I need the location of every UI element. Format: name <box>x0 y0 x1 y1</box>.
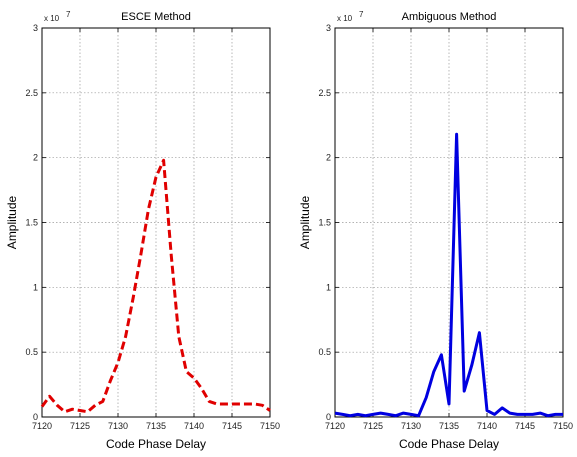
y-tick-label: 2.5 <box>318 88 331 98</box>
x-tick-label: 7135 <box>146 421 166 431</box>
x-tick-label: 7130 <box>401 421 421 431</box>
y-tick-label: 2.5 <box>25 88 38 98</box>
y-exponent-label: x 10 <box>44 14 60 23</box>
y-tick-label: 3 <box>33 23 38 33</box>
y-tick-label: 0.5 <box>25 347 38 357</box>
x-tick-label: 7120 <box>32 421 52 431</box>
x-tick-label: 7145 <box>515 421 535 431</box>
x-tick-label: 7150 <box>260 421 280 431</box>
y-tick-label: 1 <box>326 282 331 292</box>
y-axis-label: Amplitude <box>298 196 312 250</box>
x-tick-label: 7140 <box>477 421 497 431</box>
y-tick-label: 3 <box>326 23 331 33</box>
y-tick-label: 1.5 <box>318 218 331 228</box>
x-tick-label: 7135 <box>439 421 459 431</box>
chart-title: ESCE Method <box>121 11 191 23</box>
x-tick-label: 7150 <box>553 421 573 431</box>
x-tick-label: 7125 <box>363 421 383 431</box>
x-axis-label: Code Phase Delay <box>399 437 499 451</box>
x-tick-label: 7140 <box>184 421 204 431</box>
subplot-2: 7120 7125 7130 7135 7140 7145 7150 0 0.5 1 1.5 2 2.5… <box>298 10 573 451</box>
series-line-1 <box>40 158 271 414</box>
x-tick-label: 7145 <box>222 421 242 431</box>
subplot-1: 7120 7125 7130 7135 7140 7145 7150 0 0.5 1 1.5 2 2.5… <box>5 10 280 451</box>
y-tick-label: 0 <box>326 412 331 422</box>
y-tick-label: 1.5 <box>25 218 38 228</box>
y-exponent-label: x 10 <box>337 14 353 23</box>
y-tick-label: 0.5 <box>318 347 331 357</box>
y-axis-label: Amplitude <box>5 196 19 250</box>
y-tick-label: 1 <box>33 282 38 292</box>
series-line-1 <box>334 132 563 418</box>
y-exponent-power: 7 <box>359 10 364 19</box>
x-tick-label: 7120 <box>325 421 345 431</box>
x-tick-label: 7130 <box>108 421 128 431</box>
y-tick-label: 0 <box>33 412 38 422</box>
x-tick-label: 7125 <box>70 421 90 431</box>
y-tick-label: 2 <box>326 153 331 163</box>
y-tick-label: 2 <box>33 153 38 163</box>
chart-title: Ambiguous Method <box>402 11 497 23</box>
y-exponent-power: 7 <box>66 10 71 19</box>
x-axis-label: Code Phase Delay <box>106 437 206 451</box>
